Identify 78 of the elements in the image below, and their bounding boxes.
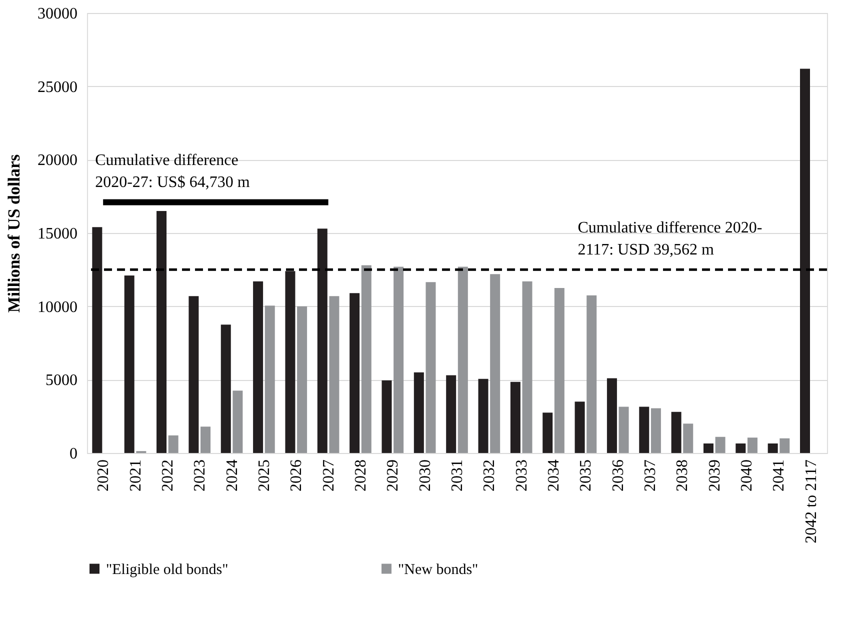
bar xyxy=(124,276,134,453)
bar xyxy=(200,426,211,453)
y-tick-label: 25000 xyxy=(38,78,78,96)
bar xyxy=(426,282,436,453)
x-tick-label: 2040 xyxy=(738,460,756,492)
bar xyxy=(220,324,231,453)
bar xyxy=(574,402,585,453)
x-tick-label: 2030 xyxy=(416,460,434,492)
y-tick-label: 10000 xyxy=(38,298,78,316)
x-tick-label: 2027 xyxy=(320,460,338,492)
legend-label: "Eligible old bonds" xyxy=(106,562,228,578)
bar xyxy=(736,443,746,453)
y-tick-label: 20000 xyxy=(38,152,78,170)
bar xyxy=(510,382,520,453)
bar xyxy=(382,380,392,453)
y-axis-title: Millions of US dollars xyxy=(4,154,24,313)
annotation: Cumulative difference 2020-27: US$ 64,730 m xyxy=(95,152,250,192)
bar xyxy=(639,406,650,453)
bar xyxy=(458,266,468,453)
bar xyxy=(92,227,102,453)
x-tick-label: 2041 xyxy=(770,460,788,492)
x-tick-label: 2024 xyxy=(224,460,241,492)
x-tick-label: 2020 xyxy=(95,460,112,492)
bar xyxy=(264,306,275,453)
x-tick-label: 2025 xyxy=(256,460,273,492)
bar xyxy=(156,211,167,453)
bar xyxy=(618,406,629,453)
bar xyxy=(490,274,500,453)
bar xyxy=(780,438,790,453)
bar xyxy=(317,228,328,453)
bar xyxy=(478,378,488,453)
x-tick-label: 2022 xyxy=(159,460,176,492)
bar xyxy=(350,293,360,453)
x-tick-label: 2032 xyxy=(481,460,498,492)
bar xyxy=(703,443,714,453)
bar xyxy=(768,443,778,453)
bar xyxy=(683,424,694,453)
bar xyxy=(414,372,424,453)
bar xyxy=(168,435,178,453)
x-tick-label: 2035 xyxy=(578,460,595,492)
annotation: Cumulative difference 2020- 2117: USD 39,562 m xyxy=(578,220,762,259)
bar xyxy=(285,271,296,453)
bar xyxy=(747,438,758,453)
bar xyxy=(253,281,264,453)
x-tick-label: 2037 xyxy=(642,460,660,492)
bar xyxy=(297,306,308,453)
x-tick-label: 2038 xyxy=(674,460,692,492)
bar xyxy=(329,296,340,453)
x-tick-label: 2036 xyxy=(610,460,627,492)
x-tick-label: 2028 xyxy=(352,460,370,492)
bar xyxy=(671,412,682,453)
x-tick-label: 2023 xyxy=(192,460,209,492)
y-tick-label: 15000 xyxy=(38,226,78,242)
x-tick-label: 2033 xyxy=(513,460,530,492)
x-tick-label: 2039 xyxy=(706,460,724,492)
x-tick-label: 2029 xyxy=(384,460,402,492)
bar xyxy=(542,412,553,453)
bar xyxy=(650,408,661,453)
x-tick-label: 2031 xyxy=(449,460,466,492)
bar xyxy=(800,68,810,453)
x-tick-label: 2026 xyxy=(288,460,306,492)
bar xyxy=(606,378,617,453)
bar xyxy=(446,375,456,453)
x-tick-label: 2034 xyxy=(546,460,563,492)
y-tick-label: 5000 xyxy=(46,372,78,390)
x-tick-label: 2021 xyxy=(127,460,144,492)
bar xyxy=(522,281,532,453)
y-tick-label: 0 xyxy=(70,446,78,462)
x-tick-label: 2042 to 2117 xyxy=(802,460,820,544)
bar xyxy=(715,436,726,453)
legend-label: "New bonds" xyxy=(398,562,478,578)
bar xyxy=(554,288,564,453)
y-tick-label: 30000 xyxy=(38,6,78,22)
bar xyxy=(232,390,243,453)
bar xyxy=(394,266,404,453)
bar xyxy=(188,296,199,453)
bar xyxy=(586,295,597,453)
bar xyxy=(361,265,372,453)
